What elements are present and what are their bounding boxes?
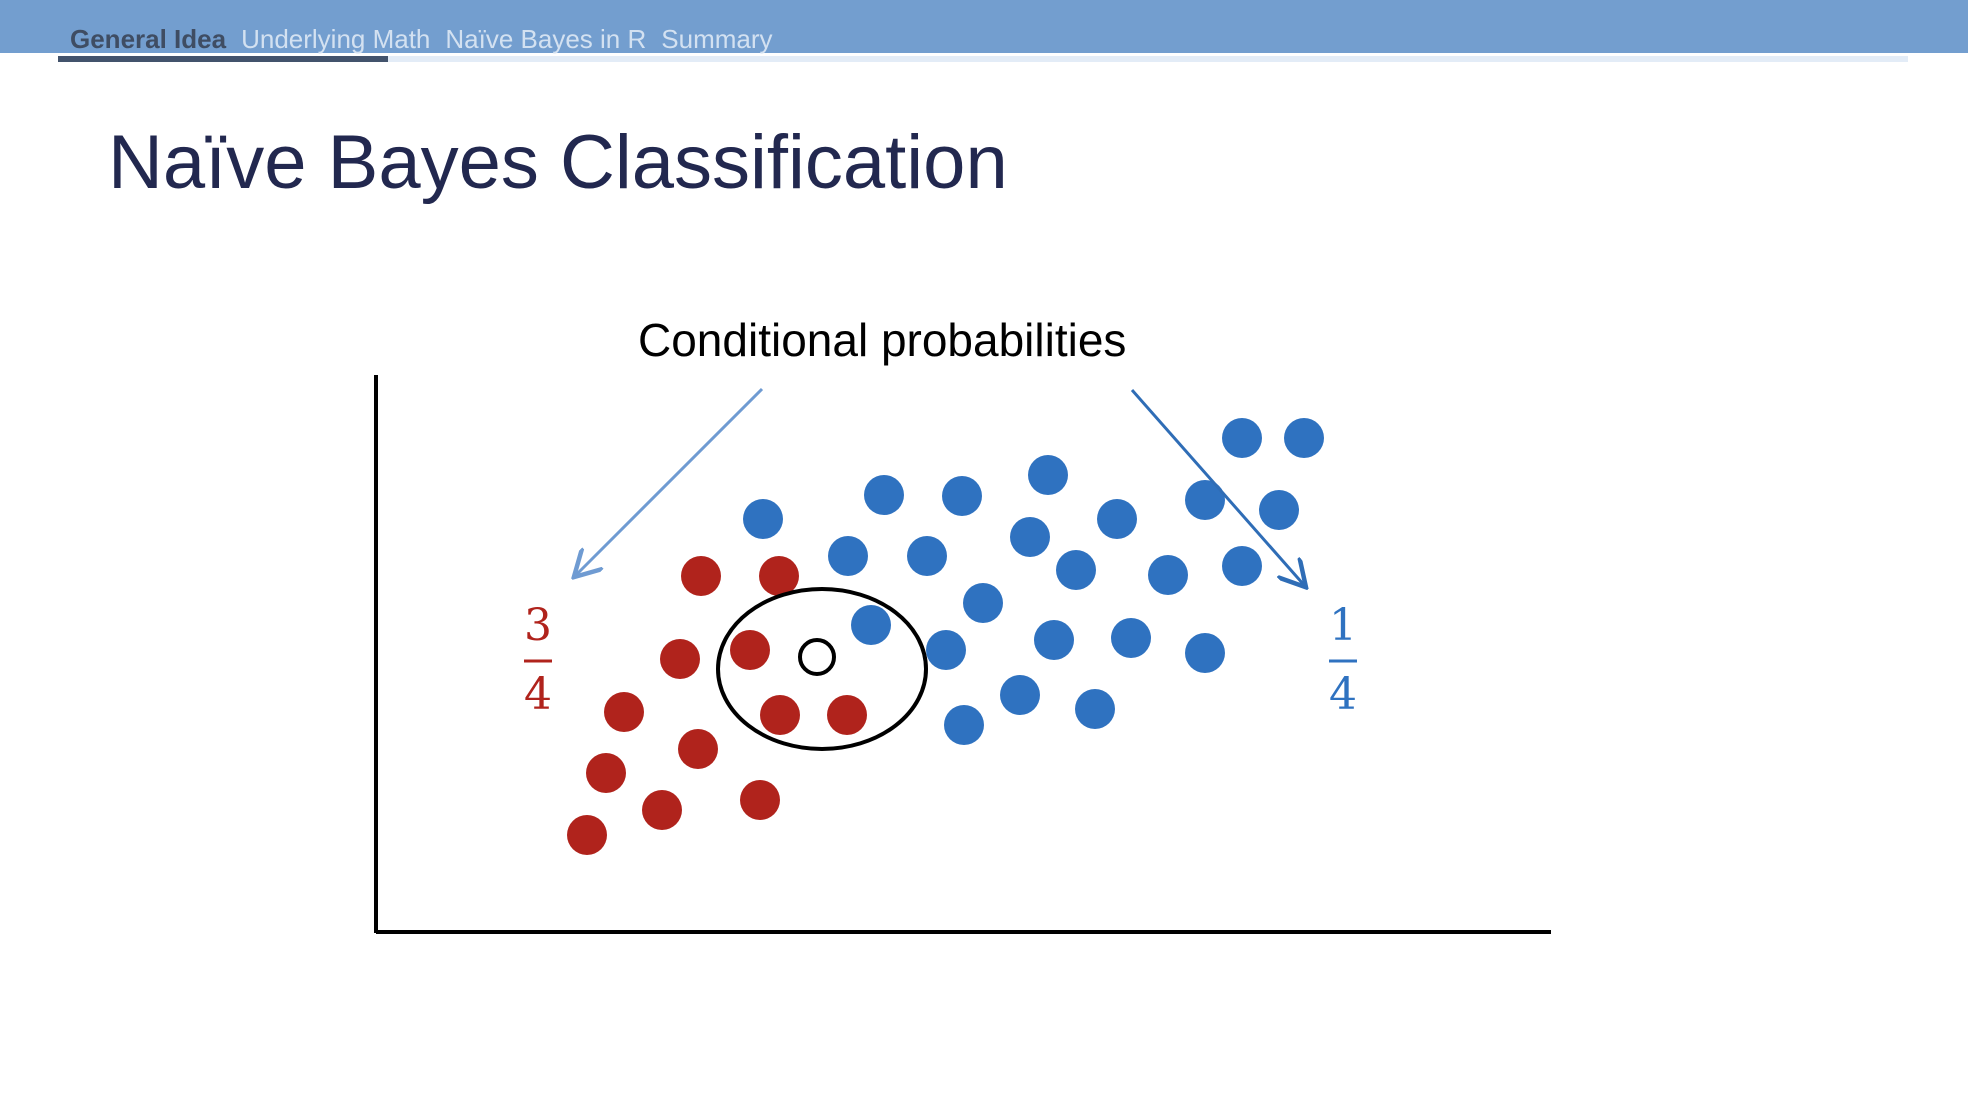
blue-class-point — [1259, 490, 1299, 530]
slide-title: Naïve Bayes Classification — [108, 120, 1008, 205]
red-class-point — [730, 630, 770, 670]
blue-class-point — [851, 605, 891, 645]
red-class-point — [760, 695, 800, 735]
nav-item-underlying-math[interactable]: Underlying Math — [241, 24, 431, 54]
red-class-point — [660, 639, 700, 679]
blue-class-point — [1185, 633, 1225, 673]
blue-class-point — [1284, 418, 1324, 458]
red-class-point — [678, 729, 718, 769]
blue-class-point — [1010, 517, 1050, 557]
blue-class-point — [944, 705, 984, 745]
blue-class-point — [1097, 499, 1137, 539]
left-arrow — [576, 387, 764, 575]
red-class-point — [740, 780, 780, 820]
blue-fraction-denominator: 4 — [1329, 669, 1357, 720]
section-navigation: General Idea Underlying Math Naïve Bayes… — [70, 24, 788, 54]
blue-class-point — [864, 475, 904, 515]
blue-class-point — [1000, 675, 1040, 715]
blue-fraction-numerator: 1 — [1329, 600, 1357, 651]
nav-item-general-idea[interactable]: General Idea — [70, 24, 227, 54]
blue-class-point — [743, 499, 783, 539]
annotation-label: Conditional probabilities — [638, 314, 1126, 366]
blue-class-point — [1111, 618, 1151, 658]
red-class-point — [759, 556, 799, 596]
navigation-bar — [0, 0, 1968, 53]
red-fraction-denominator: 4 — [524, 669, 552, 720]
nav-item-naive-bayes-in-r[interactable]: Naïve Bayes in R — [445, 24, 647, 54]
blue-class-point — [1075, 689, 1115, 729]
nav-item-summary[interactable]: Summary — [661, 24, 773, 54]
blue-class-point — [926, 630, 966, 670]
blue-class-point — [1222, 418, 1262, 458]
blue-class-point — [963, 583, 1003, 623]
red-class-point — [681, 556, 721, 596]
blue-class-point — [1034, 620, 1074, 660]
red-class-point — [827, 695, 867, 735]
blue-class-point — [1222, 546, 1262, 586]
red-class-points — [567, 556, 867, 855]
blue-class-point — [828, 536, 868, 576]
red-class-point — [586, 753, 626, 793]
blue-class-point — [907, 536, 947, 576]
red-class-point — [604, 692, 644, 732]
neighborhood-ellipse — [716, 587, 928, 751]
red-class-point — [567, 815, 607, 855]
blue-class-point — [942, 476, 982, 516]
blue-class-point — [1056, 550, 1096, 590]
red-class-point — [642, 790, 682, 830]
blue-class-point — [1028, 455, 1068, 495]
blue-class-points — [743, 418, 1324, 745]
navigation-progress-indicator — [58, 56, 388, 62]
navigation-progress-track — [58, 56, 1908, 62]
red-fraction-numerator: 3 — [524, 600, 552, 651]
blue-class-point — [1148, 555, 1188, 595]
right-arrow — [1130, 389, 1304, 585]
new-observation-point — [798, 638, 836, 676]
blue-class-point — [1185, 480, 1225, 520]
